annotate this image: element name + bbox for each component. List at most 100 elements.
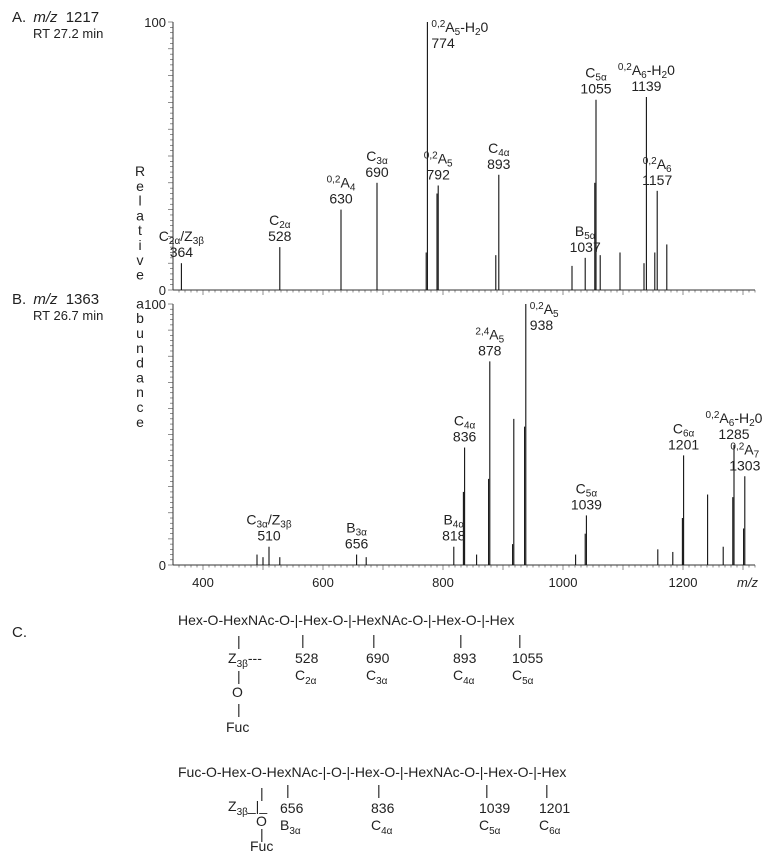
structure-2-chain: Fuc-O-Hex-O-HexNAc-|-O-|-Hex-O-|-HexNAc-… bbox=[178, 764, 567, 780]
fragment-name-label: B4α bbox=[443, 512, 464, 531]
peak-mz-label: 938 bbox=[530, 317, 554, 333]
svg-text:B. m/z 1363: B. m/z 1363 bbox=[12, 291, 99, 308]
structure-1-fragment-tick: | bbox=[518, 632, 522, 648]
structure-1-fuc: Fuc bbox=[226, 719, 250, 735]
fragment-name-label: B3α bbox=[346, 520, 367, 539]
structure-1-fragment-name: C5α bbox=[512, 667, 534, 687]
peak-mz-label: 818 bbox=[442, 528, 466, 544]
structure-1-fragment-tick: | bbox=[459, 632, 463, 648]
structure-1: Hex-O-HexNAc-O-|-Hex-O-|-HexNAc-O-|-Hex-… bbox=[178, 612, 515, 628]
panel-b-title: B. m/z 1363 RT 26.7 min bbox=[12, 291, 103, 323]
fragment-name-label: C5α bbox=[585, 65, 607, 84]
panel-a-ytick-100: 100 bbox=[144, 15, 166, 30]
structure-1-fragment-mz: 1055 bbox=[512, 650, 544, 666]
fragment-name-label: B5α bbox=[575, 223, 596, 242]
structure-2-fragment-mz: 1201 bbox=[539, 800, 571, 816]
panel-a-ytick-0: 0 bbox=[159, 283, 166, 298]
panel-b-mz-prefix: m/z bbox=[33, 291, 58, 308]
fragment-name-label: C3α/Z3β bbox=[246, 512, 291, 531]
peak-mz-label: 1039 bbox=[571, 496, 602, 512]
panel-a-title: A. m/z 1217 RT 27.2 min bbox=[12, 9, 103, 41]
structure-1-fragment-mz: 690 bbox=[366, 650, 390, 666]
panel-a-mz-value: 1217 bbox=[66, 9, 99, 26]
panel-b-ytick-0: 0 bbox=[159, 558, 166, 573]
structure-1-o: O bbox=[232, 684, 243, 700]
fragment-name-label: C5α bbox=[576, 480, 598, 499]
structure-2-z-label: Z3β_|_ bbox=[228, 798, 268, 818]
peak-mz-label: 1285 bbox=[718, 426, 749, 442]
structure-1-fragment-tick: | bbox=[301, 632, 305, 648]
structure-1-fragment-mz: 893 bbox=[453, 650, 477, 666]
peak-mz-label: 1139 bbox=[631, 78, 661, 94]
fragment-name-label: 0,2A6-H20 bbox=[706, 410, 763, 429]
structure-2-fragment-mz: 836 bbox=[371, 800, 395, 816]
peak-mz-label: 792 bbox=[427, 166, 451, 182]
fragment-name-label: C6α bbox=[673, 420, 695, 439]
x-tick-label: 600 bbox=[312, 575, 334, 590]
structure-2-fragment-name: C4α bbox=[371, 817, 393, 837]
fragment-name-label: C4α bbox=[488, 140, 510, 159]
peak-mz-label: 528 bbox=[268, 228, 292, 244]
fragment-name-label: 0,2A7 bbox=[730, 441, 759, 460]
x-tick-label: 800 bbox=[432, 575, 454, 590]
structure-1-bar-3: | bbox=[237, 701, 241, 717]
peak-mz-label: 1303 bbox=[729, 457, 760, 473]
panel-c-letter: C. bbox=[12, 624, 27, 641]
fragment-name-label: 0,2A5 bbox=[424, 150, 453, 169]
panel-a-subtitle: RT 27.2 min bbox=[33, 26, 103, 41]
structure-1-fragment-tick: | bbox=[372, 632, 376, 648]
structure-2-fragment-name: B3α bbox=[280, 817, 301, 837]
structure-2-fragment-mz: 656 bbox=[280, 800, 304, 816]
structure-1-fragment-name: C2α bbox=[295, 667, 317, 687]
x-tick-label: 400 bbox=[192, 575, 214, 590]
panel-b-letter: B. bbox=[12, 291, 26, 308]
peak-mz-label: 630 bbox=[329, 191, 353, 207]
structure-1-bar-1: | bbox=[237, 633, 241, 649]
peak-mz-label: 510 bbox=[257, 528, 281, 544]
panel-b-subtitle: RT 26.7 min bbox=[33, 308, 103, 323]
peak-mz-label: 364 bbox=[170, 244, 194, 260]
structure-2-bar-2: | bbox=[260, 826, 264, 842]
panel-b-ytick-100: 100 bbox=[144, 297, 166, 312]
x-tick-label: 1200 bbox=[669, 575, 698, 590]
fragment-name-label: 0,2A5-H20 bbox=[431, 19, 488, 38]
peak-mz-label: 893 bbox=[487, 156, 511, 172]
x-axis-label: m/z bbox=[737, 575, 758, 590]
peak-mz-label: 656 bbox=[345, 536, 369, 552]
panel-a-letter: A. bbox=[12, 9, 26, 26]
structure-2-fragment-tick: | bbox=[545, 782, 549, 798]
structure-2-fragment-tick: | bbox=[286, 782, 290, 798]
structure-2-fragment-mz: 1039 bbox=[479, 800, 511, 816]
structure-1-fragment-mz: 528 bbox=[295, 650, 319, 666]
structure-2-fragment-tick: | bbox=[377, 782, 381, 798]
peak-mz-label: 836 bbox=[453, 429, 477, 445]
panel-b-mz-value: 1363 bbox=[66, 291, 99, 308]
x-tick-labels: 400 600 800 1000 1200 bbox=[192, 575, 697, 590]
fragment-name-label: 0,2A6 bbox=[643, 156, 672, 175]
fragment-name-label: C4α bbox=[454, 413, 476, 432]
fragment-name-label: C3α bbox=[366, 148, 388, 167]
mass-spectra-figure: A. m/z 1217 RT 27.2 min B. m/z 1363 RT 2… bbox=[12, 9, 763, 590]
structure-1-bar-2: | bbox=[237, 668, 241, 684]
panel-a-mz-prefix: m/z bbox=[33, 9, 58, 26]
fragment-name-label: 0,2A5 bbox=[530, 301, 559, 320]
peak-mz-label: 878 bbox=[478, 342, 502, 358]
peak-mz-label: 690 bbox=[365, 164, 389, 180]
